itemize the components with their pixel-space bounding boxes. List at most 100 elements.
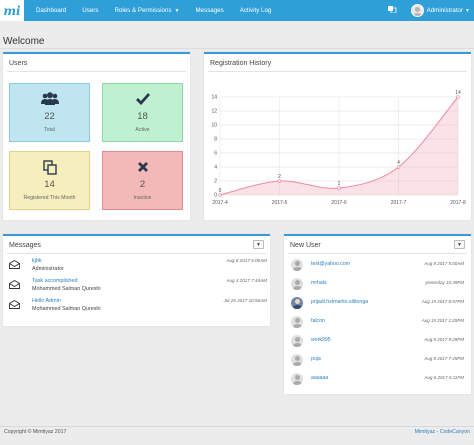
message-title[interactable]: Task accomplished	[32, 278, 78, 284]
user-avatar	[291, 373, 303, 385]
new-user-date: yesterday 10:39PM	[425, 280, 464, 285]
registration-panel-title: Registration History	[210, 60, 272, 67]
data-label: 14	[455, 90, 461, 96]
data-point	[396, 165, 401, 169]
new-user-name[interactable]: work995	[311, 337, 331, 343]
message-date: Aug 3 2017 7:44AM	[226, 278, 267, 283]
user-avatar	[291, 335, 303, 347]
message-date: Jul 25 2017 10:56AM	[223, 298, 267, 303]
nav-messages[interactable]: Messages	[188, 0, 232, 21]
active-users-tile[interactable]: 18 Active	[102, 83, 183, 142]
x-tick-label: 2017-7	[391, 200, 407, 206]
footer-divider	[0, 426, 474, 427]
total-users-tile[interactable]: 22 Total	[9, 83, 90, 142]
users-panel: Users 22 Total 18 Active 14 Registered T…	[3, 52, 190, 220]
new-user-date: Aug 8 2017 7:45PM	[424, 356, 464, 361]
page-title: Welcome	[3, 36, 45, 47]
nav-dashboard[interactable]: Dashboard	[28, 0, 74, 21]
new-user-item[interactable]: falcon Aug 15 2017 1:25PM	[291, 315, 464, 329]
data-label: 2	[278, 174, 281, 180]
footer-credit-link[interactable]: Mimtiyaz - CodeCanyon	[414, 429, 470, 435]
data-label: 4	[397, 160, 400, 166]
data-point	[218, 193, 222, 197]
message-item[interactable]: kjhk Administrator Aug 8 2017 5:00AM	[9, 258, 267, 276]
tile-label: Active	[135, 127, 150, 133]
new-user-name[interactable]: mrhals	[311, 280, 327, 286]
users-icon-svg	[40, 92, 59, 105]
new-user-name[interactable]: prijadi.hstmarito.silitonga	[311, 299, 369, 305]
nav-roles-label: Roles & Permissions	[114, 7, 172, 14]
data-point	[337, 186, 341, 190]
new-user-name[interactable]: aaaaaa	[311, 375, 329, 381]
new-user-dropdown-button[interactable]: ▼	[454, 240, 465, 249]
caret-down-icon: ▼	[465, 8, 470, 14]
new-user-item[interactable]: aaaaaa Aug 6 2017 5:11PM	[291, 372, 464, 386]
panel-divider	[7, 71, 186, 72]
brand-logo[interactable]: mi	[0, 0, 24, 21]
message-sender: Mohammed Salman Qureshi	[32, 285, 101, 292]
new-user-name[interactable]: test@yahoo.com	[311, 261, 351, 267]
messages-panel: Messages ▼ kjhk Administrator Aug 8 2017 5…	[3, 234, 270, 326]
nav-users-label: Users	[82, 7, 99, 14]
x-tick-label: 2017-5	[272, 200, 288, 206]
nav-roles-permissions[interactable]: Roles & Permissions ▼	[106, 0, 187, 21]
data-label: 0	[219, 188, 222, 194]
new-user-item[interactable]: puja Aug 8 2017 7:45PM	[291, 353, 464, 367]
tile-value: 14	[44, 179, 55, 190]
y-tick-label: 10	[211, 123, 217, 129]
y-tick-label: 14	[211, 95, 217, 101]
message-title[interactable]: Hello Admin	[32, 298, 61, 304]
user-avatar	[291, 354, 303, 366]
nav-dashboard-label: Dashboard	[36, 7, 67, 14]
logo-text: mi	[3, 3, 21, 18]
copy-icon	[10, 159, 89, 175]
messages-dropdown-button[interactable]: ▼	[253, 240, 264, 249]
tile-value: 22	[44, 111, 55, 122]
new-user-date: Aug 15 2017 1:25PM	[421, 318, 464, 323]
data-label: 1	[338, 181, 341, 187]
check-icon-svg	[135, 93, 150, 105]
message-item[interactable]: Hello Admin Mohammed Salman Qureshi Jul 25…	[9, 298, 267, 316]
new-user-item[interactable]: mrhals yesterday 10:39PM	[291, 277, 464, 291]
tile-value: 2	[139, 179, 146, 190]
registered-this-month-tile[interactable]: 14 Registered This Month	[9, 151, 90, 210]
new-user-date: Aug 6 2017 5:11PM	[424, 375, 464, 380]
nav-users[interactable]: Users	[74, 0, 106, 21]
times-icon-svg	[137, 162, 148, 172]
new-user-item[interactable]: prijadi.hstmarito.silitonga Aug 15 2017 8…	[291, 296, 464, 310]
caret-down-icon: ▼	[256, 241, 261, 248]
message-date: Aug 8 2017 5:00AM	[226, 258, 267, 263]
envelope-icon	[9, 279, 20, 291]
caret-down-icon: ▼	[457, 241, 462, 248]
new-user-date: Aug 8 2017 5:00AM	[424, 261, 464, 266]
new-user-item[interactable]: work995 Aug 9 2017 9:29PM	[291, 334, 464, 348]
user-avatar[interactable]	[410, 4, 424, 17]
message-sender: Mohammed Salman Qureshi	[32, 305, 101, 312]
user-menu[interactable]: Administrator ▼	[427, 7, 470, 14]
y-tick-label: 8	[214, 137, 217, 143]
new-user-name[interactable]: puja	[311, 356, 321, 362]
y-tick-label: 0	[214, 193, 217, 199]
series-area	[220, 97, 458, 195]
new-user-date: Aug 15 2017 8:57PM	[421, 299, 464, 304]
language-icon[interactable]	[387, 6, 397, 15]
users-panel-title: Users	[9, 60, 28, 67]
y-tick-label: 6	[214, 151, 217, 157]
new-user-item[interactable]: test@yahoo.com Aug 8 2017 5:00AM	[291, 258, 464, 272]
x-tick-label: 2017-8	[450, 200, 466, 206]
tile-label: Registered This Month	[23, 195, 76, 201]
user-name: Administrator	[426, 7, 464, 14]
new-user-name[interactable]: falcon	[311, 318, 325, 324]
copy-icon-svg	[42, 159, 57, 175]
message-item[interactable]: Task accomplished Mohammed Salman Qureshi…	[9, 278, 267, 296]
nav-right: Administrator ▼	[387, 0, 470, 21]
inactive-users-tile[interactable]: 2 Inactive	[102, 151, 183, 210]
nav-activity-log[interactable]: Activity Log	[232, 0, 280, 21]
panel-divider	[288, 253, 467, 254]
registration-history-panel: Registration History 0 2 4 6 8 10 12 14 2017-4 20…	[204, 52, 471, 220]
user-avatar	[291, 316, 303, 328]
y-tick-label: 2	[214, 179, 217, 185]
user-avatar	[291, 278, 303, 290]
message-title[interactable]: kjhk	[32, 258, 42, 264]
